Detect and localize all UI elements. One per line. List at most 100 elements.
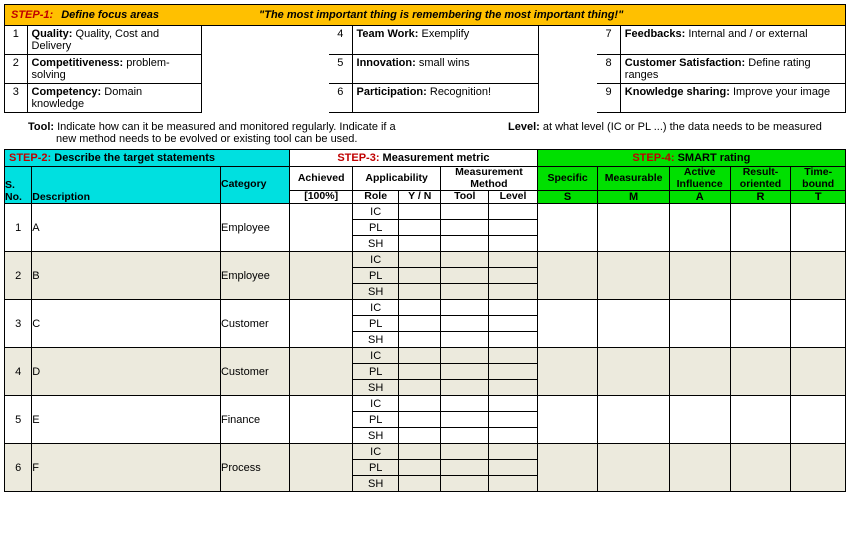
desc-cell: B [32, 252, 221, 300]
yn-cell[interactable] [399, 412, 441, 428]
level-cell[interactable] [489, 252, 537, 268]
yn-cell[interactable] [399, 444, 441, 460]
level-cell[interactable] [489, 220, 537, 236]
yn-cell[interactable] [399, 252, 441, 268]
smart-cell[interactable] [537, 252, 598, 300]
yn-cell[interactable] [399, 348, 441, 364]
level-cell[interactable] [489, 412, 537, 428]
yn-cell[interactable] [399, 284, 441, 300]
yn-cell[interactable] [399, 300, 441, 316]
level-cell[interactable] [489, 284, 537, 300]
achieved-cell[interactable] [290, 396, 353, 444]
tool-cell[interactable] [441, 476, 489, 492]
tool-cell[interactable] [441, 348, 489, 364]
tool-cell[interactable] [441, 316, 489, 332]
yn-cell[interactable] [399, 220, 441, 236]
smart-cell[interactable] [669, 396, 730, 444]
level-cell[interactable] [489, 236, 537, 252]
smart-cell[interactable] [730, 300, 791, 348]
smart-cell[interactable] [791, 348, 846, 396]
achieved-cell[interactable] [290, 204, 353, 252]
level-cell[interactable] [489, 316, 537, 332]
smart-cell[interactable] [598, 444, 669, 492]
smart-cell[interactable] [537, 444, 598, 492]
yn-cell[interactable] [399, 460, 441, 476]
tool-cell[interactable] [441, 252, 489, 268]
tool-cell[interactable] [441, 412, 489, 428]
tool-cell[interactable] [441, 268, 489, 284]
level-cell[interactable] [489, 364, 537, 380]
achieved-cell[interactable] [290, 300, 353, 348]
smart-cell[interactable] [537, 396, 598, 444]
level-cell[interactable] [489, 348, 537, 364]
smart-cell[interactable] [791, 204, 846, 252]
tool-cell[interactable] [441, 380, 489, 396]
tool-cell[interactable] [441, 444, 489, 460]
smart-cell[interactable] [669, 348, 730, 396]
smart-cell[interactable] [598, 252, 669, 300]
yn-cell[interactable] [399, 204, 441, 220]
smart-cell[interactable] [669, 252, 730, 300]
role-cell: IC [353, 396, 399, 412]
yn-cell[interactable] [399, 428, 441, 444]
level-cell[interactable] [489, 380, 537, 396]
level-cell[interactable] [489, 476, 537, 492]
level-cell[interactable] [489, 396, 537, 412]
smart-cell[interactable] [537, 348, 598, 396]
yn-cell[interactable] [399, 476, 441, 492]
tool-cell[interactable] [441, 428, 489, 444]
achieved-cell[interactable] [290, 252, 353, 300]
smart-cell[interactable] [669, 204, 730, 252]
smart-cell[interactable] [730, 348, 791, 396]
level-cell[interactable] [489, 300, 537, 316]
smart-cell[interactable] [791, 300, 846, 348]
smart-cell[interactable] [791, 444, 846, 492]
tool-cell[interactable] [441, 332, 489, 348]
yn-cell[interactable] [399, 396, 441, 412]
level-cell[interactable] [489, 428, 537, 444]
hdr-description: Description [32, 167, 221, 204]
role-cell: SH [353, 380, 399, 396]
hdr-A: A [669, 191, 730, 204]
level-cell[interactable] [489, 204, 537, 220]
smart-cell[interactable] [598, 204, 669, 252]
smart-cell[interactable] [537, 300, 598, 348]
level-cell[interactable] [489, 444, 537, 460]
level-cell[interactable] [489, 268, 537, 284]
tool-cell[interactable] [441, 460, 489, 476]
yn-cell[interactable] [399, 268, 441, 284]
level-cell[interactable] [489, 332, 537, 348]
tool-cell[interactable] [441, 236, 489, 252]
yn-cell[interactable] [399, 380, 441, 396]
smart-cell[interactable] [598, 396, 669, 444]
smart-cell[interactable] [730, 444, 791, 492]
tool-cell[interactable] [441, 204, 489, 220]
smart-cell[interactable] [537, 204, 598, 252]
hdr-M: M [598, 191, 669, 204]
sno-cell: 3 [5, 300, 32, 348]
smart-cell[interactable] [669, 300, 730, 348]
tool-cell[interactable] [441, 300, 489, 316]
smart-cell[interactable] [730, 204, 791, 252]
smart-cell[interactable] [669, 444, 730, 492]
step3-header: STEP-3: Measurement metric [290, 150, 537, 167]
smart-cell[interactable] [791, 396, 846, 444]
yn-cell[interactable] [399, 364, 441, 380]
table-row: 5EFinanceIC [5, 396, 846, 412]
yn-cell[interactable] [399, 332, 441, 348]
smart-cell[interactable] [598, 300, 669, 348]
level-cell[interactable] [489, 460, 537, 476]
tool-cell[interactable] [441, 220, 489, 236]
tool-cell[interactable] [441, 284, 489, 300]
achieved-cell[interactable] [290, 444, 353, 492]
smart-cell[interactable] [730, 252, 791, 300]
smart-cell[interactable] [730, 396, 791, 444]
smart-cell[interactable] [791, 252, 846, 300]
yn-cell[interactable] [399, 236, 441, 252]
achieved-cell[interactable] [290, 348, 353, 396]
tool-cell[interactable] [441, 364, 489, 380]
yn-cell[interactable] [399, 316, 441, 332]
smart-cell[interactable] [598, 348, 669, 396]
tool-cell[interactable] [441, 396, 489, 412]
step4-title: SMART rating [675, 152, 751, 164]
